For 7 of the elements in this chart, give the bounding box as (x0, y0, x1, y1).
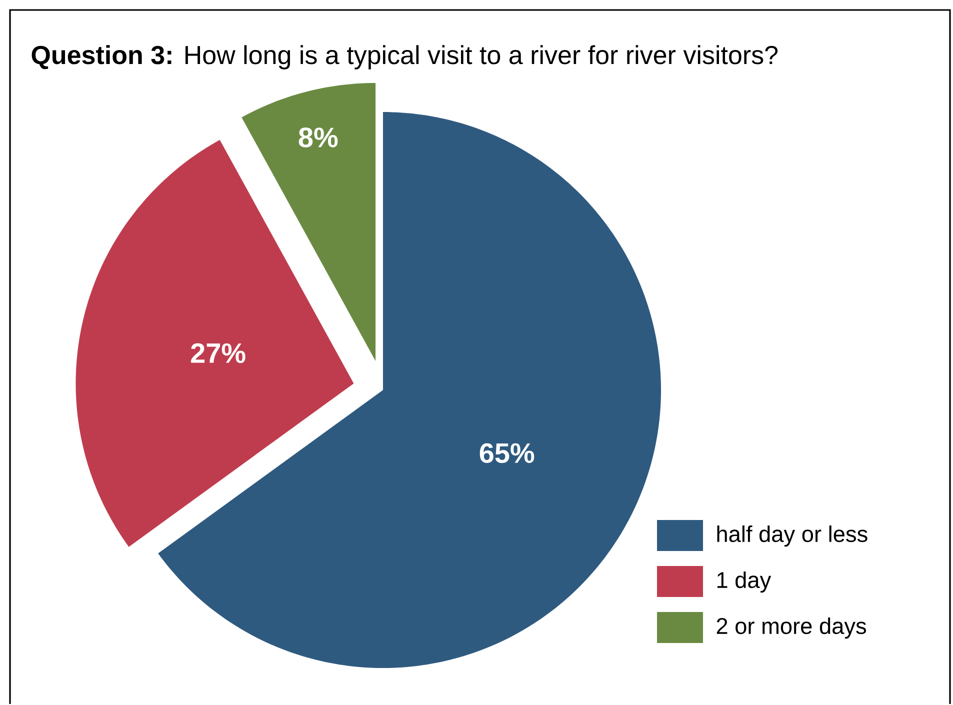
data-label: 65% (480, 443, 534, 464)
data-label: 27% (191, 343, 246, 364)
chart-title: Question 3: How long is a typical visit to a river for river visitors? (32, 45, 778, 70)
data-label: 8% (298, 128, 338, 148)
legend-label: half day or less (717, 526, 868, 547)
legend-label: 2 or more days (716, 618, 866, 639)
legend-label: 1 day (717, 572, 772, 593)
